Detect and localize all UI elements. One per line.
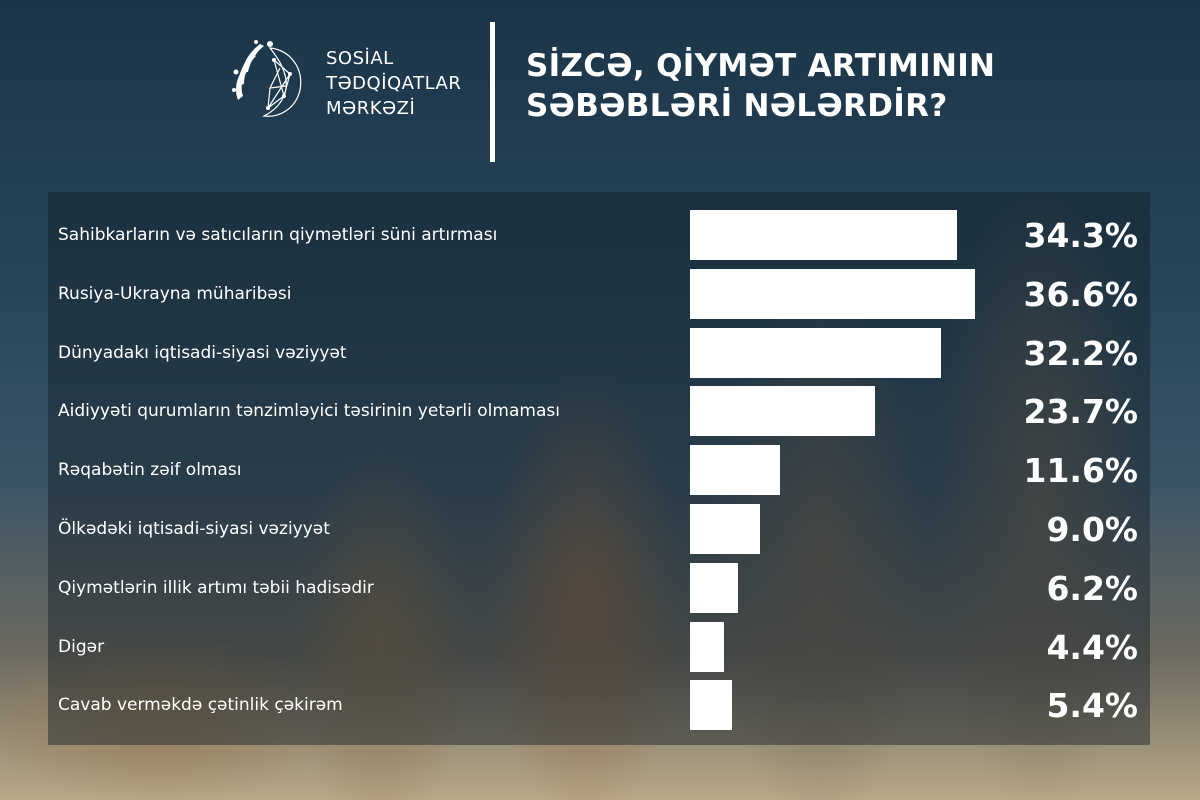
bar-row: Qiymətlərin illik artımı təbii hadisədir… bbox=[48, 559, 1150, 617]
value-label: 4.4% bbox=[1046, 627, 1138, 667]
bar-row: Aidiyyəti qurumların tənzimləyici təsiri… bbox=[48, 382, 1150, 440]
category-label: Qiymətlərin illik artımı təbii hadisədir bbox=[58, 577, 374, 598]
org-logo-icon bbox=[232, 40, 302, 117]
header: SOSİAL TƏDQİQATLAR MƏRKƏZİ SİZCƏ, QİYMƏT… bbox=[0, 0, 1200, 190]
category-label: Rusiya-Ukrayna müharibəsi bbox=[58, 283, 292, 304]
category-label: Aidiyyəti qurumların tənzimləyici təsiri… bbox=[58, 401, 560, 422]
bar bbox=[690, 327, 941, 378]
bar bbox=[690, 386, 875, 437]
bar-row: Digər 4.4% bbox=[48, 618, 1150, 676]
bar-row: Dünyadakı iqtisadi-siyasi vəziyyət 32.2% bbox=[48, 324, 1150, 382]
bar-row: Sahibkarların və satıcıların qiymətləri … bbox=[48, 206, 1150, 264]
category-label: Cavab verməkdə çətinlik çəkirəm bbox=[58, 695, 343, 716]
bar bbox=[690, 680, 733, 731]
value-label: 11.6% bbox=[1023, 451, 1139, 491]
category-label: Sahibkarların və satıcıların qiymətləri … bbox=[58, 225, 498, 245]
chart-title: SİZCƏ, QİYMƏT ARTIMININ SƏBƏBLƏRİ NƏLƏRD… bbox=[526, 46, 995, 126]
bar-row: Ölkədəki iqtisadi-siyasi vəziyyət 9.0% bbox=[48, 500, 1150, 558]
chart-title-line: SƏBƏBLƏRİ NƏLƏRDİR? bbox=[526, 88, 948, 124]
category-label: Ölkədəki iqtisadi-siyasi vəziyyət bbox=[58, 519, 330, 539]
bar-row: Rusiya-Ukrayna müharibəsi 36.6% bbox=[48, 265, 1150, 323]
org-name: SOSİAL TƏDQİQATLAR MƏRKƏZİ bbox=[326, 46, 461, 121]
value-label: 34.3% bbox=[1023, 216, 1139, 255]
value-label: 36.6% bbox=[1023, 274, 1139, 314]
value-label: 23.7% bbox=[1023, 392, 1139, 432]
bar bbox=[690, 562, 739, 613]
bar-row: Cavab verməkdə çətinlik çəkirəm 5.4% bbox=[48, 676, 1150, 734]
header-divider bbox=[490, 22, 495, 162]
chart-title-line: SİZCƏ, QİYMƏT ARTIMININ bbox=[526, 48, 996, 84]
org-name-line: MƏRKƏZİ bbox=[326, 98, 416, 119]
category-label: Digər bbox=[58, 636, 105, 657]
value-label: 5.4% bbox=[1046, 686, 1138, 726]
value-label: 9.0% bbox=[1046, 510, 1138, 549]
category-label: Dünyadakı iqtisadi-siyasi vəziyyət bbox=[58, 342, 347, 363]
category-label: Rəqabətin zəif olması bbox=[58, 460, 242, 481]
bar-row: Rəqabətin zəif olması 11.6% bbox=[48, 441, 1150, 499]
bar bbox=[690, 210, 958, 260]
bar bbox=[690, 621, 725, 672]
org-name-line: SOSİAL bbox=[326, 48, 394, 69]
bar bbox=[690, 445, 781, 496]
value-label: 32.2% bbox=[1023, 333, 1139, 373]
bar bbox=[690, 504, 761, 554]
chart-panel: Sahibkarların və satıcıların qiymətləri … bbox=[48, 192, 1150, 745]
bar bbox=[690, 268, 975, 319]
value-label: 6.2% bbox=[1046, 568, 1138, 608]
org-name-line: TƏDQİQATLAR bbox=[326, 73, 462, 94]
